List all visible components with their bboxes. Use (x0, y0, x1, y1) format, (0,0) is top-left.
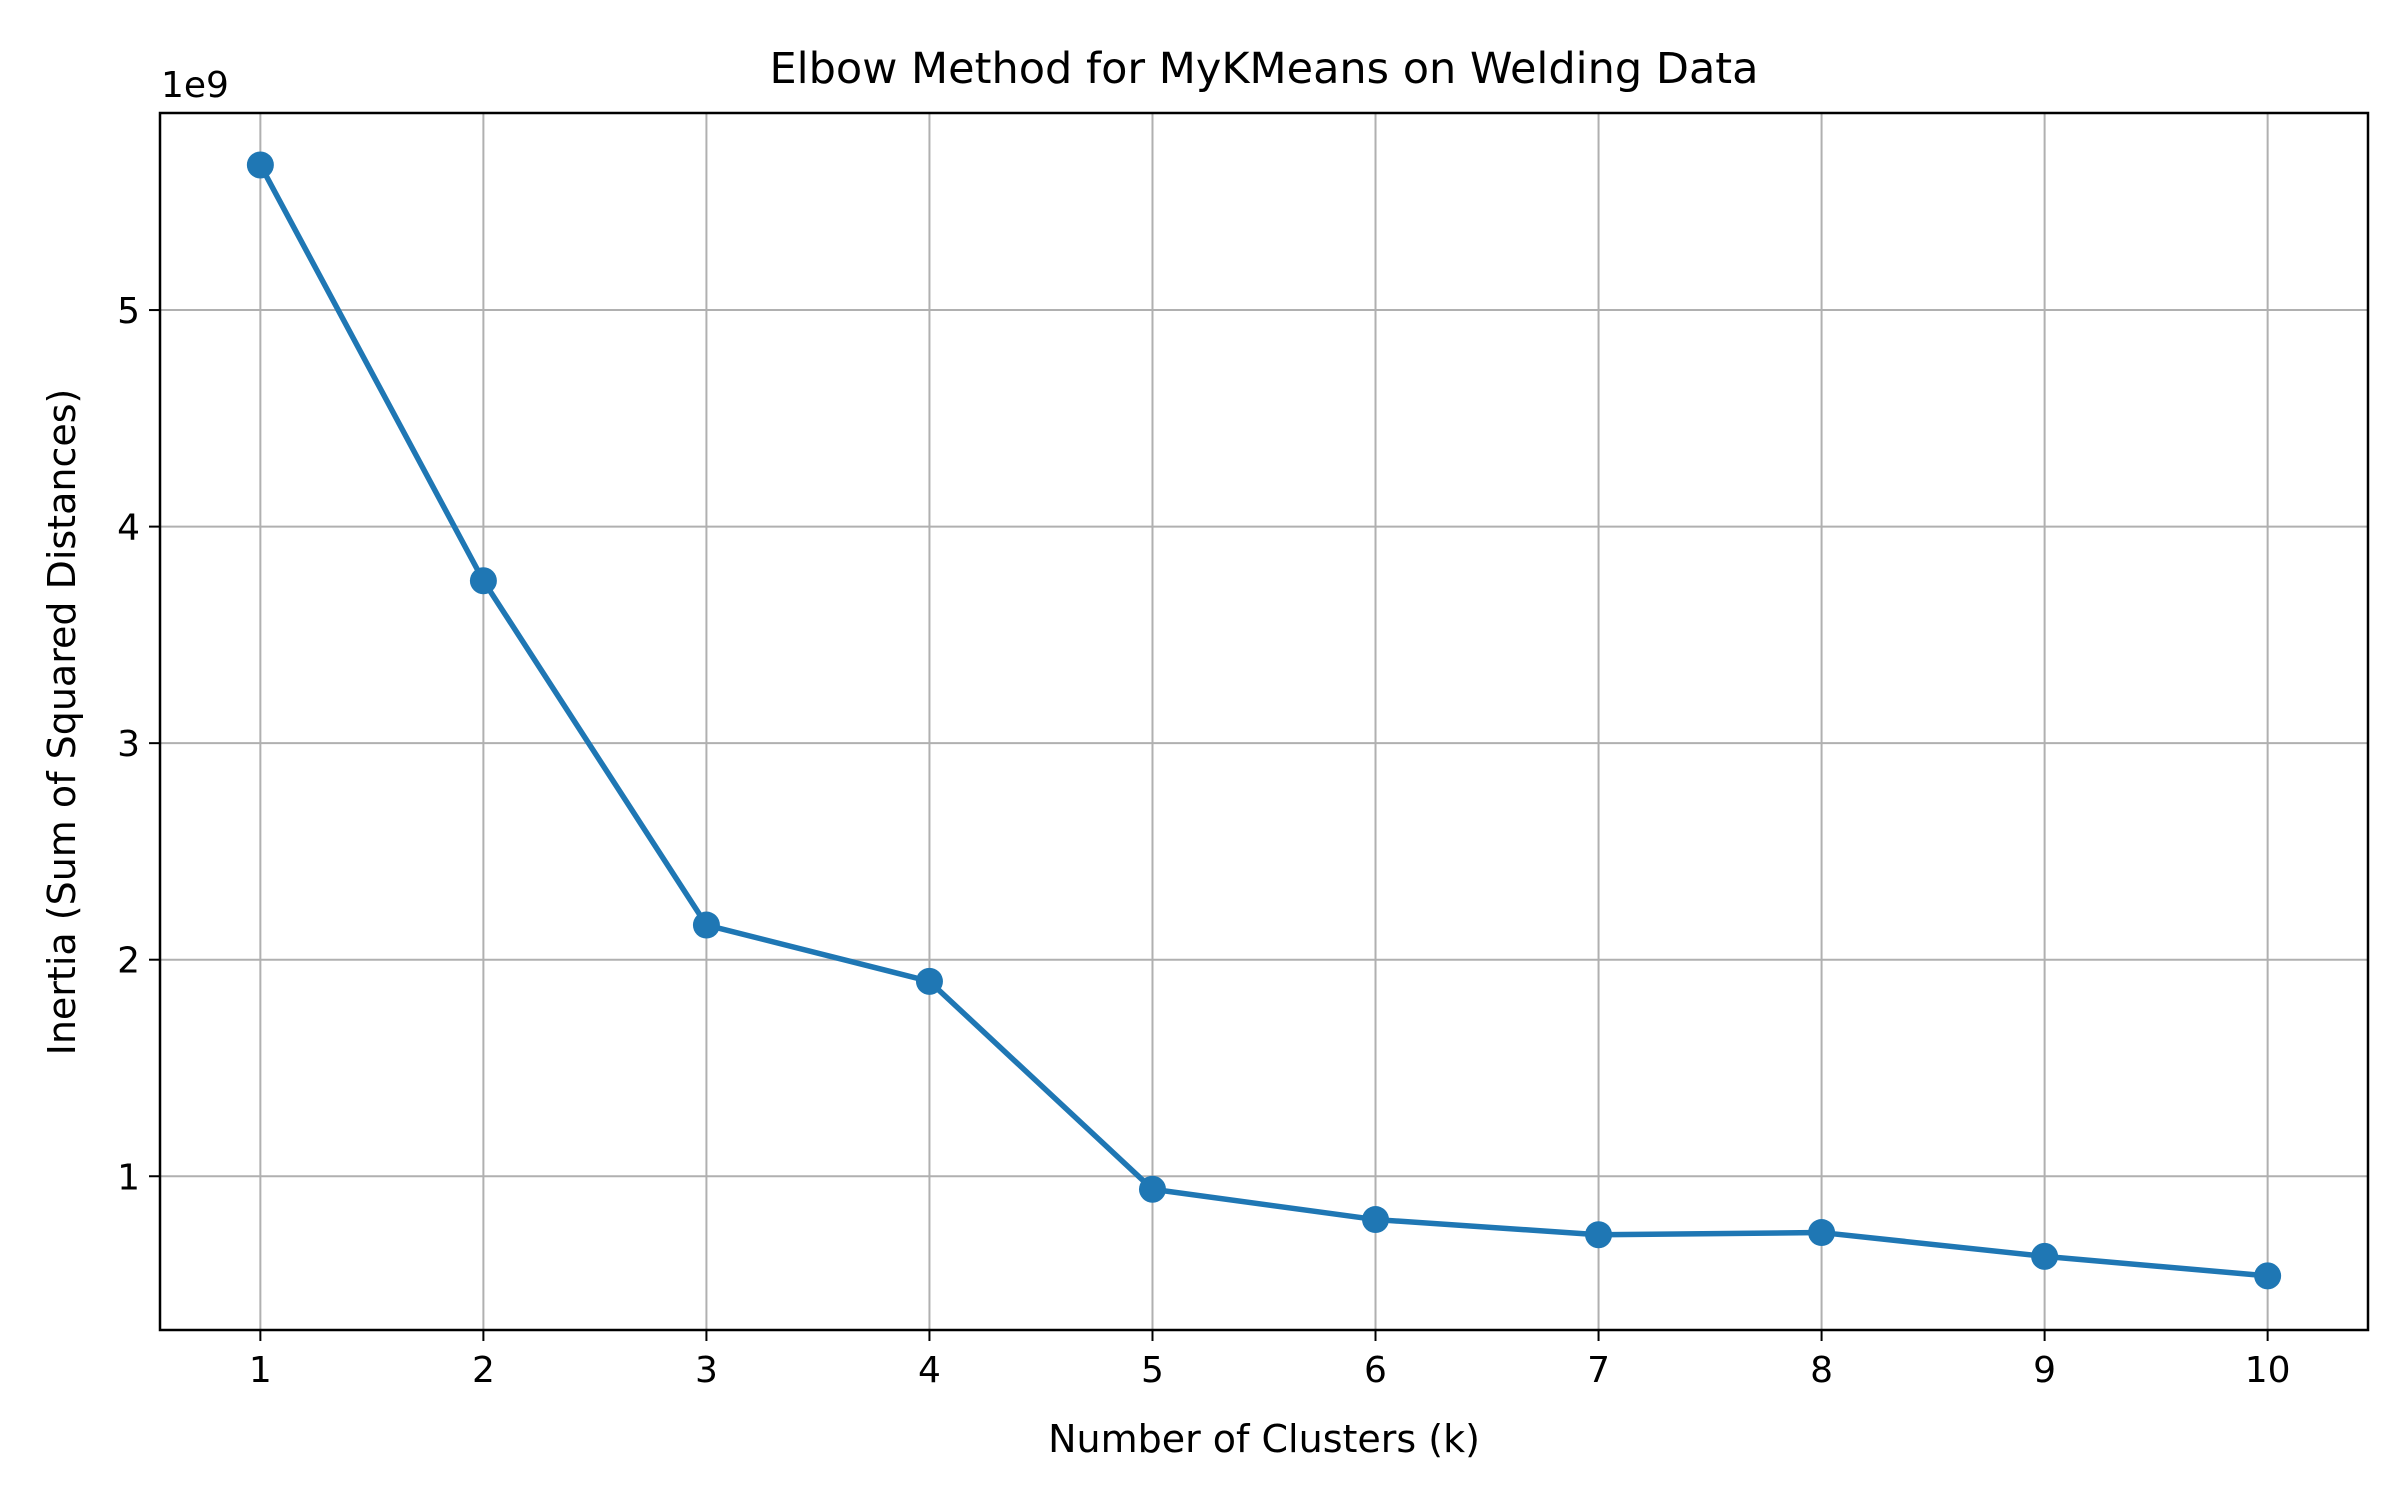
data-point-marker (915, 967, 943, 995)
data-point-marker (1138, 1175, 1166, 1203)
y-axis-offset-label: 1e9 (161, 65, 229, 106)
x-tick-label: 4 (918, 1350, 941, 1391)
x-tick-label: 7 (1587, 1350, 1610, 1391)
x-tick-label: 8 (1810, 1350, 1833, 1391)
axis-ticks: 1 2 3 4 5 6 7 8 9 10 1 2 3 4 5 (117, 291, 2290, 1391)
series-layer (246, 151, 2282, 1290)
data-point-marker (469, 567, 497, 595)
x-tick-label: 5 (1141, 1350, 1164, 1391)
x-tick-label: 9 (2033, 1350, 2056, 1391)
plot-frame (158, 111, 2370, 1332)
inertia-series-line (257, 162, 2271, 1279)
y-tick-label: 3 (117, 724, 140, 765)
data-point-marker (2031, 1242, 2059, 1270)
y-tick-label: 5 (117, 291, 140, 332)
x-tick-label: 10 (2245, 1350, 2291, 1391)
x-tick-label: 2 (472, 1350, 495, 1391)
data-point-marker (692, 911, 720, 939)
data-point-marker (1808, 1219, 1836, 1247)
data-point-marker (2254, 1262, 2282, 1290)
x-axis-label: Number of Clusters (k) (1048, 1417, 1480, 1461)
x-tick-label: 1 (249, 1350, 272, 1391)
data-point-marker (246, 151, 274, 179)
chart-title: Elbow Method for MyKMeans on Welding Dat… (769, 44, 1758, 94)
grid (160, 113, 2368, 1330)
data-point-marker (1585, 1221, 1613, 1249)
y-tick-label: 2 (117, 941, 140, 982)
x-tick-label: 6 (1364, 1350, 1387, 1391)
y-axis-label: Inertia (Sum of Squared Distances) (40, 389, 84, 1056)
x-tick-label: 3 (695, 1350, 718, 1391)
y-tick-label: 4 (117, 508, 140, 549)
data-point-marker (1362, 1206, 1390, 1234)
y-tick-label: 1 (117, 1157, 140, 1198)
